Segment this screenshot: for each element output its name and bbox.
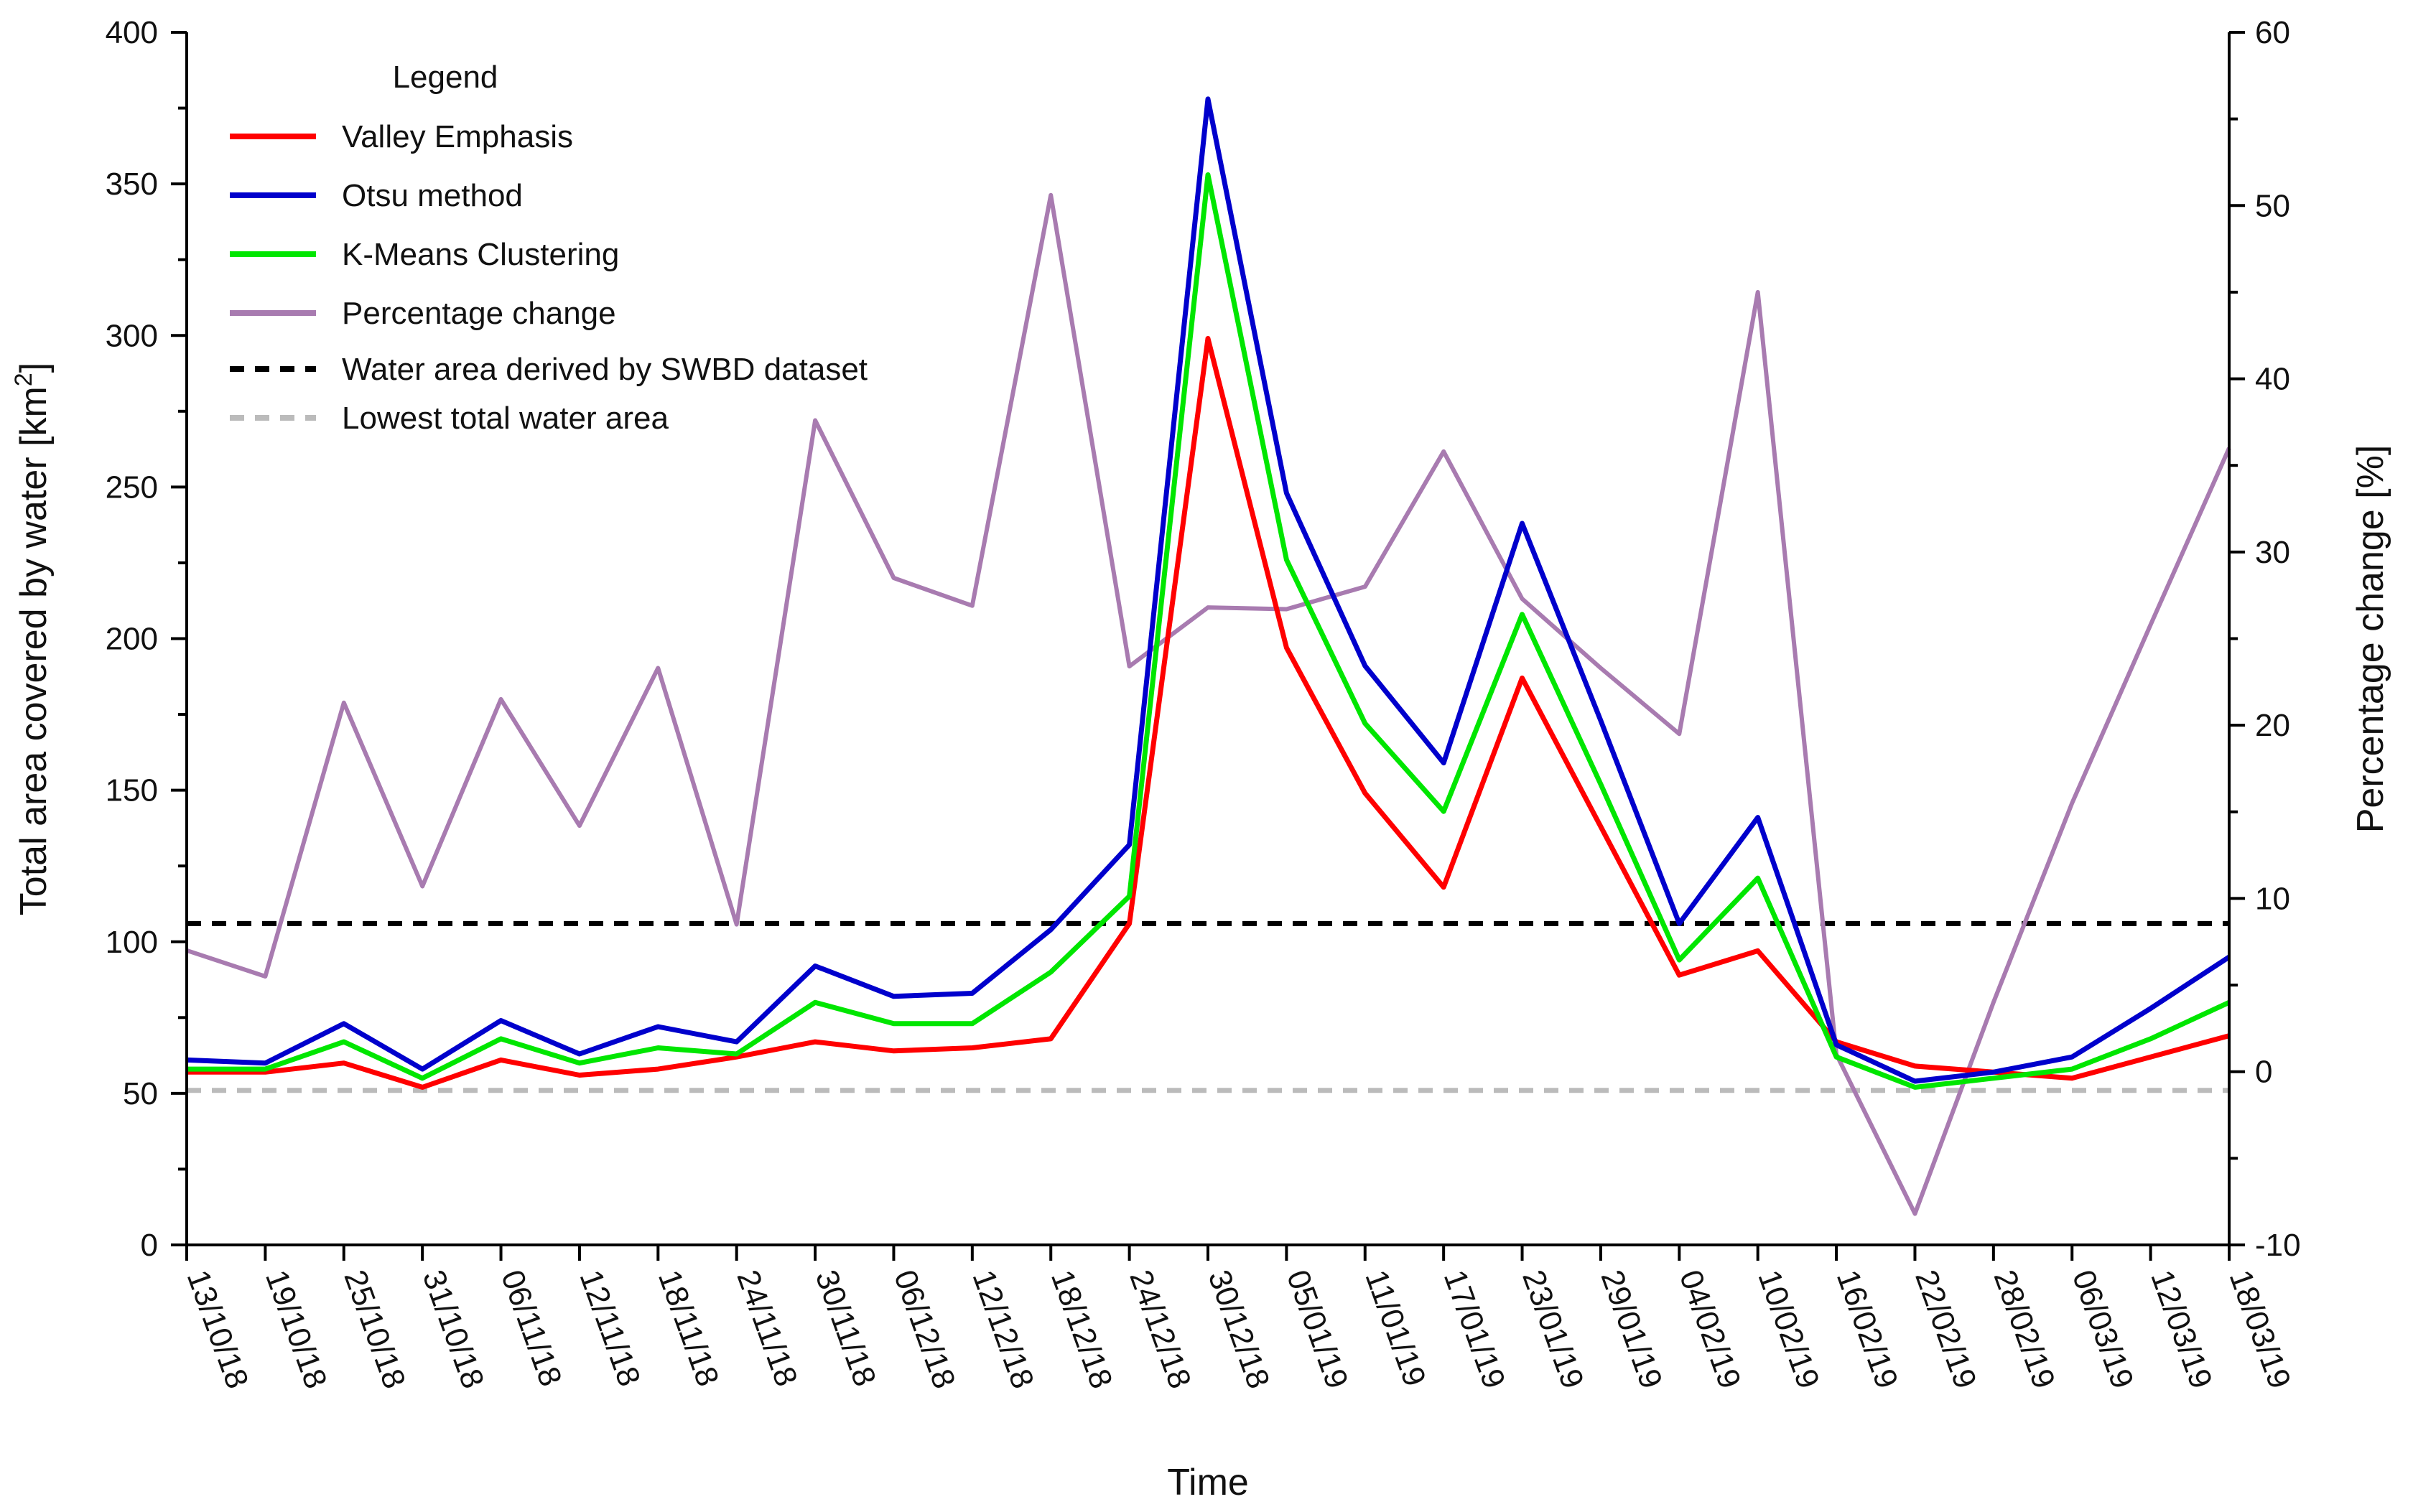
x-tick-label: 06/11/18 — [494, 1266, 569, 1391]
x-tick-label: 24/11/18 — [730, 1266, 804, 1391]
x-tick-label: 06/03/19 — [2065, 1266, 2141, 1394]
y2-tick-label: 40 — [2255, 362, 2290, 397]
legend: Legend Valley Emphasis Otsu method K-Means… — [230, 60, 868, 436]
legend-label: Valley Emphasis — [342, 119, 573, 154]
y2-axis-title: Percentage change [%] — [2350, 445, 2391, 834]
x-tick-label: 12/11/18 — [573, 1266, 648, 1391]
x-tick-label: 28/02/19 — [1986, 1266, 2062, 1394]
x-tick-label: 05/01/19 — [1280, 1266, 1355, 1394]
legend-label: Lowest total water area — [342, 401, 669, 436]
x-tick-label: 23/01/19 — [1515, 1266, 1591, 1394]
y2-tick-label: 50 — [2255, 188, 2290, 223]
legend-label: Percentage change — [342, 296, 616, 331]
x-tick-label: 12/12/18 — [965, 1266, 1041, 1394]
legend-label: Otsu method — [342, 178, 523, 213]
x-tick-label: 13/10/18 — [180, 1266, 256, 1394]
x-tick-label: 31/10/18 — [416, 1266, 491, 1394]
series-line-percentage-change — [186, 192, 2231, 1216]
axes — [185, 32, 2231, 1246]
y-tick-label: 50 — [123, 1076, 158, 1111]
y-tick-label: 100 — [106, 925, 158, 960]
y-tick-label: 0 — [141, 1228, 158, 1263]
x-tick-label: 11/01/19 — [1358, 1266, 1433, 1391]
x-tick-label: 30/11/18 — [809, 1266, 883, 1391]
x-tick-label: 18/12/18 — [1044, 1266, 1120, 1394]
y2-tick-label: 10 — [2255, 881, 2290, 916]
legend-items: Valley Emphasis Otsu method K-Means Cluste… — [230, 119, 868, 436]
y2-tick-label: 60 — [2255, 15, 2290, 50]
legend-label: Water area derived by SWBD dataset — [342, 352, 868, 387]
y-tick-label: 250 — [106, 470, 158, 505]
x-tick-label: 17/01/19 — [1437, 1266, 1512, 1394]
x-axis-title: Time — [1167, 1462, 1249, 1503]
y-tick-label: 150 — [106, 773, 158, 808]
y2-tick-label: 20 — [2255, 708, 2290, 743]
y-axis-title-main: Total area covered by water [km — [13, 386, 55, 915]
series-line-k-means-clustering — [187, 172, 2231, 1090]
series-line-valley-emphasis — [187, 336, 2230, 1090]
x-tick-label: 25/10/18 — [337, 1266, 412, 1394]
x-tick-label: 30/12/18 — [1201, 1266, 1277, 1394]
x-tick-label: 22/02/19 — [1908, 1266, 1984, 1394]
x-tick-label: 29/01/19 — [1594, 1266, 1670, 1394]
x-tick-label: 19/10/18 — [259, 1266, 334, 1394]
y-tick-label: 350 — [106, 167, 158, 202]
tick-layer — [171, 31, 2245, 1261]
y-tick-label: 200 — [106, 622, 158, 657]
y-axis-title-superscript: 2 — [10, 373, 37, 386]
y2-tick-label: 30 — [2255, 535, 2290, 570]
y-axis-title: Total area covered by water [km2] — [10, 363, 55, 915]
series-line-otsu-method — [186, 96, 2231, 1084]
series-layer — [186, 96, 2231, 1216]
y-axis-title-end: ] — [13, 363, 55, 373]
x-tick-label: 10/02/19 — [1751, 1266, 1826, 1394]
x-tick-label: 16/02/19 — [1830, 1266, 1905, 1394]
y2-tick-label: -10 — [2255, 1228, 2301, 1263]
y2-tick-label: 0 — [2255, 1055, 2272, 1090]
x-tick-label: 18/11/18 — [651, 1266, 726, 1391]
x-tick-label: 18/03/19 — [2223, 1266, 2298, 1394]
legend-title: Legend — [393, 60, 498, 95]
x-tick-label: 04/02/19 — [1673, 1266, 1748, 1394]
x-tick-label: 12/03/19 — [2144, 1266, 2219, 1394]
y-tick-label: 400 — [106, 15, 158, 50]
y-tick-label: 300 — [106, 318, 158, 353]
x-tick-label: 06/12/18 — [887, 1266, 962, 1394]
x-tick-label: 24/12/18 — [1122, 1266, 1198, 1394]
legend-label: K-Means Clustering — [342, 237, 619, 272]
